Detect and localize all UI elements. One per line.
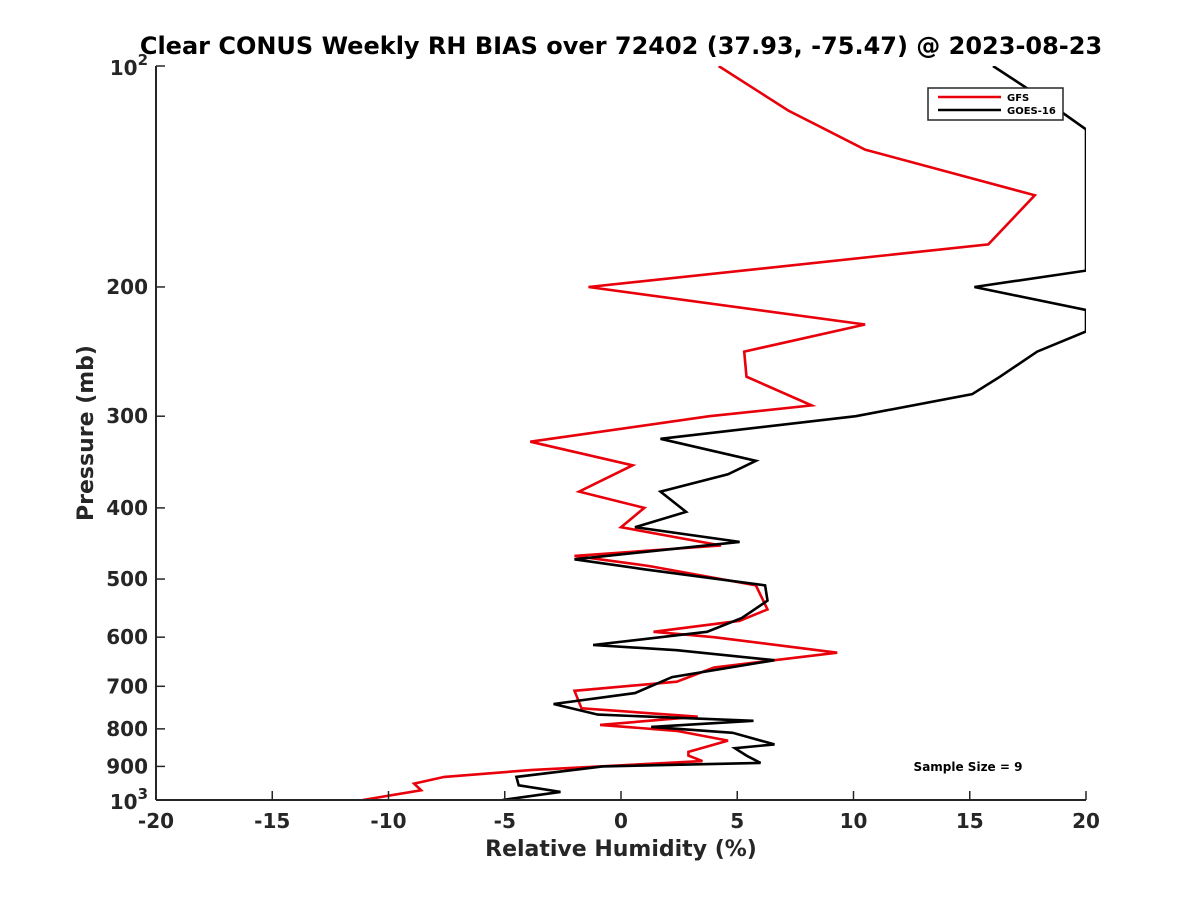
y-tick-label: 200: [106, 275, 148, 299]
y-tick-label: 700: [106, 674, 148, 698]
y-axis-ticks: 200 300 400 500 600 700 800 900 102 103: [106, 51, 165, 814]
x-tick-label: -20: [138, 809, 174, 833]
y-tick-label: 600: [106, 625, 148, 649]
chart-title: Clear CONUS Weekly RH BIAS over 72402 (3…: [140, 32, 1102, 60]
legend-box: [927, 87, 1064, 121]
legend-label-gfs: GFS: [1007, 93, 1029, 104]
series-line-gfs: [362, 66, 1038, 800]
x-tick-label: -10: [370, 809, 406, 833]
y-tick-label: 800: [106, 717, 148, 741]
y-tick-label: 500: [106, 567, 148, 591]
y-tick-label-exponent: 103: [110, 785, 148, 814]
y-tick-label: 400: [106, 496, 148, 520]
x-tick-label: 0: [614, 809, 628, 833]
x-tick-label: 20: [1072, 809, 1100, 833]
y-axis-label: Pressure (mb): [74, 345, 99, 521]
y-tick-label: 900: [106, 754, 148, 778]
y-tick-label-exponent: 102: [110, 51, 148, 80]
x-tick-label: -15: [254, 809, 290, 833]
legend: GFS GOES-16: [927, 87, 1064, 121]
x-tick-label: 5: [730, 809, 744, 833]
x-axis-label: Relative Humidity (%): [485, 837, 757, 862]
x-axis-ticks: -20 -15 -10 -5 0 5 10 15 20: [138, 791, 1100, 833]
x-tick-label: 15: [956, 809, 984, 833]
y-tick-label: 300: [106, 404, 148, 428]
series-line-goes16: [502, 66, 1086, 800]
plot-area: [155, 66, 1086, 801]
x-tick-label: 10: [840, 809, 868, 833]
legend-label-goes16: GOES-16: [1007, 106, 1056, 117]
x-tick-label: -5: [494, 809, 516, 833]
sample-size-annotation: Sample Size = 9: [914, 760, 1023, 774]
series-layer: [362, 66, 1086, 800]
